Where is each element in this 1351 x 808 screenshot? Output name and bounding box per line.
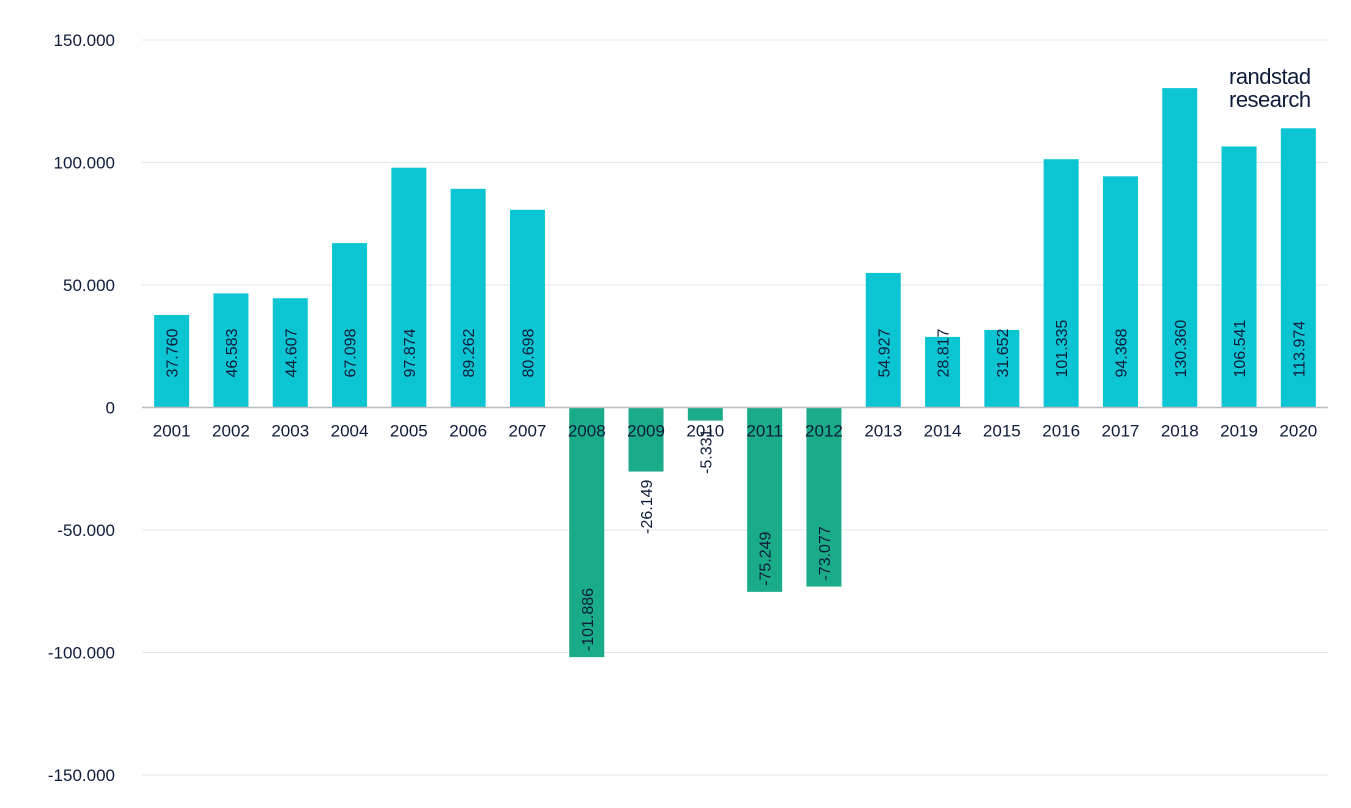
y-tick-label: -100.000 bbox=[48, 644, 115, 663]
y-tick-label: -50.000 bbox=[57, 521, 115, 540]
x-tick-label: 2018 bbox=[1161, 422, 1199, 441]
x-tick-label: 2015 bbox=[983, 422, 1021, 441]
bar-2020 bbox=[1280, 128, 1316, 408]
x-tick-label: 2014 bbox=[924, 422, 962, 441]
brand-line-1: randstad bbox=[1229, 64, 1311, 89]
x-tick-label: 2005 bbox=[390, 422, 428, 441]
data-label-2018: 130.360 bbox=[1173, 320, 1190, 378]
bar-2016 bbox=[1043, 159, 1079, 408]
bar-2008 bbox=[569, 407, 605, 658]
data-label-2002: 46.583 bbox=[224, 328, 241, 377]
x-tick-label: 2016 bbox=[1042, 422, 1080, 441]
data-label-2003: 44.607 bbox=[283, 328, 300, 377]
x-tick-label: 2019 bbox=[1220, 422, 1258, 441]
x-tick-label: 2004 bbox=[331, 422, 369, 441]
bar-2002 bbox=[213, 293, 249, 408]
brand-line-2: research bbox=[1229, 87, 1311, 112]
bar-2001 bbox=[154, 314, 190, 408]
x-axis-tick-labels: 2001 2002 2003 2004 2005 2006 2007 2008 2009 2010… bbox=[153, 422, 1318, 441]
data-label-2006: 89.262 bbox=[461, 328, 478, 377]
bar-2006 bbox=[450, 188, 486, 408]
data-label-2008: -101.886 bbox=[580, 588, 597, 651]
bar-2009 bbox=[628, 407, 664, 472]
data-label-2019: 106.541 bbox=[1232, 320, 1249, 378]
y-tick-label: 150.000 bbox=[54, 31, 115, 50]
x-tick-label: 2007 bbox=[509, 422, 547, 441]
y-tick-label: 50.000 bbox=[63, 276, 115, 295]
x-tick-label: 2009 bbox=[627, 422, 665, 441]
data-label-2011: -75.249 bbox=[758, 531, 775, 585]
bar-2019 bbox=[1221, 146, 1257, 408]
data-label-2007: 80.698 bbox=[520, 328, 537, 377]
data-label-2004: 67.098 bbox=[343, 328, 360, 377]
data-label-2005: 97.874 bbox=[402, 328, 419, 377]
x-tick-label: 2010 bbox=[686, 422, 724, 441]
x-tick-label: 2006 bbox=[449, 422, 487, 441]
data-label-2012: -73.077 bbox=[817, 526, 834, 580]
data-label-2010: -5.331 bbox=[698, 428, 715, 473]
x-tick-label: 2013 bbox=[864, 422, 902, 441]
x-tick-label: 2017 bbox=[1102, 422, 1140, 441]
x-tick-label: 2001 bbox=[153, 422, 191, 441]
bar-2004 bbox=[332, 243, 368, 408]
x-tick-label: 2012 bbox=[805, 422, 843, 441]
x-tick-label: 2020 bbox=[1279, 422, 1317, 441]
data-label-2013: 54.927 bbox=[876, 328, 893, 377]
data-label-2001: 37.760 bbox=[165, 328, 182, 377]
x-tick-label: 2002 bbox=[212, 422, 250, 441]
data-labels: 37.760 46.583 44.607 67.098 97.874 89.262 80.6… bbox=[165, 320, 1309, 652]
bar-2017 bbox=[1102, 176, 1138, 408]
x-tick-label: 2008 bbox=[568, 422, 606, 441]
data-label-2017: 94.368 bbox=[1113, 328, 1130, 377]
bar-2011 bbox=[747, 407, 783, 592]
bars bbox=[154, 88, 1316, 658]
data-label-2014: 28.817 bbox=[936, 328, 953, 377]
y-tick-label: -150.000 bbox=[48, 766, 115, 785]
y-tick-label: 100.000 bbox=[54, 154, 115, 173]
data-label-2015: 31.652 bbox=[995, 328, 1012, 377]
bar-2013 bbox=[865, 272, 901, 408]
bar-2018 bbox=[1162, 88, 1198, 408]
bar-2015 bbox=[984, 329, 1020, 408]
bar-2014 bbox=[925, 336, 961, 408]
bar-2010 bbox=[687, 407, 723, 421]
data-label-2016: 101.335 bbox=[1054, 320, 1071, 378]
brand-logo: randstad research bbox=[1229, 64, 1311, 112]
bar-2007 bbox=[509, 209, 545, 408]
bar-2003 bbox=[272, 298, 308, 408]
data-label-2020: 113.974 bbox=[1291, 321, 1308, 378]
bar-2012 bbox=[806, 407, 842, 587]
x-tick-label: 2011 bbox=[746, 422, 783, 441]
bar-2005 bbox=[391, 167, 427, 408]
x-tick-label: 2003 bbox=[271, 422, 309, 441]
data-label-2009: -26.149 bbox=[639, 479, 656, 533]
y-tick-label: 0 bbox=[106, 399, 115, 418]
y-axis-tick-labels: 150.000 100.000 50.000 0 -50.000 -100.000 -150… bbox=[48, 31, 115, 785]
